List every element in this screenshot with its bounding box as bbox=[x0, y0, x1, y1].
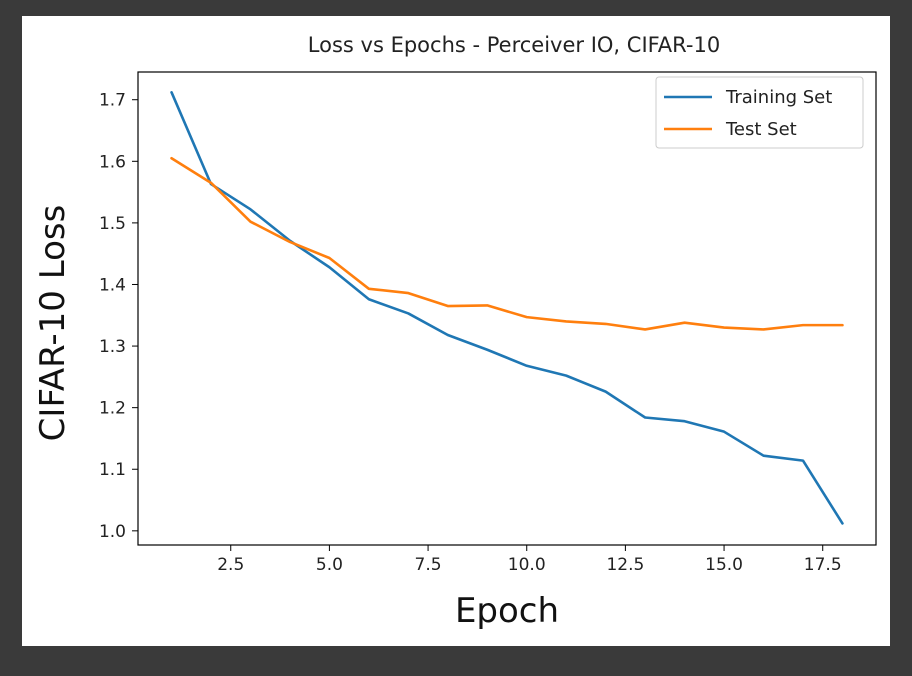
y-tick-label: 1.7 bbox=[99, 91, 126, 111]
line-chart: Loss vs Epochs - Perceiver IO, CIFAR-10 … bbox=[33, 33, 877, 631]
chart-title: Loss vs Epochs - Perceiver IO, CIFAR-10 bbox=[308, 33, 720, 57]
legend: Training Set Test Set bbox=[655, 76, 864, 149]
x-tick-label: 5.0 bbox=[316, 555, 343, 575]
series-line-test-set bbox=[170, 156, 844, 331]
y-tick-label: 1.6 bbox=[99, 152, 126, 172]
series-line-training-set bbox=[170, 91, 844, 525]
x-axis-label: Epoch bbox=[455, 591, 559, 631]
y-axis-label: CIFAR-10 Loss bbox=[33, 205, 73, 442]
y-tick-label: 1.2 bbox=[99, 399, 126, 419]
legend-label-test: Test Set bbox=[725, 119, 797, 140]
x-tick-label: 7.5 bbox=[415, 555, 442, 575]
figure: Loss vs Epochs - Perceiver IO, CIFAR-10 … bbox=[22, 16, 890, 646]
legend-label-training: Training Set bbox=[725, 87, 832, 108]
x-tick-label: 15.0 bbox=[705, 555, 743, 575]
y-tick-label: 1.1 bbox=[99, 460, 126, 480]
x-tick-label: 10.0 bbox=[508, 555, 546, 575]
y-tick-label: 1.5 bbox=[99, 214, 126, 234]
y-tick-label: 1.3 bbox=[99, 337, 126, 357]
y-tick-label: 1.0 bbox=[99, 522, 126, 542]
x-tick-label: 2.5 bbox=[217, 555, 244, 575]
y-tick-label: 1.4 bbox=[99, 275, 126, 295]
x-tick-label: 12.5 bbox=[606, 555, 644, 575]
x-axis: 2.5 5.0 7.5 10.0 12.5 15.0 17.5 bbox=[217, 545, 842, 575]
y-axis: 1.0 1.1 1.2 1.3 1.4 1.5 1.6 1.7 bbox=[99, 91, 138, 542]
x-tick-label: 17.5 bbox=[804, 555, 842, 575]
plot-area bbox=[137, 71, 877, 546]
plot-marks bbox=[170, 91, 844, 525]
